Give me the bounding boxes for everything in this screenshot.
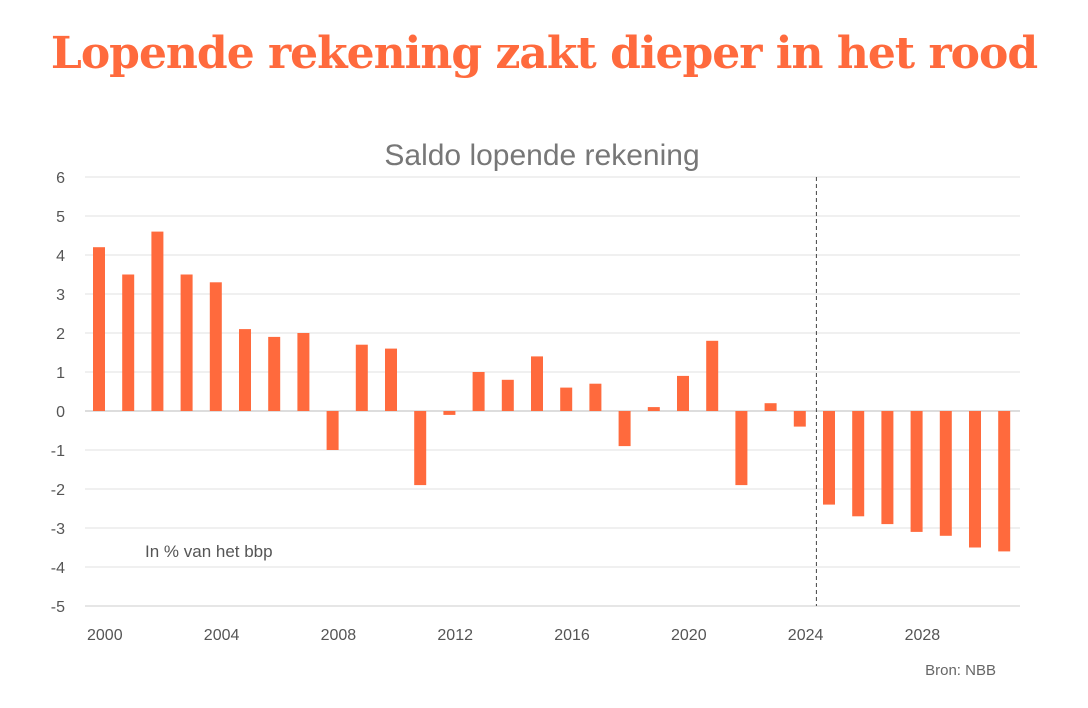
x-tick-label: 2008: [321, 627, 357, 644]
bar-2012: [443, 411, 456, 415]
y-axis: 6 5 4 3 2 1 0 -1 -2 -3 -4 -5: [51, 170, 65, 616]
x-axis: 2000 2004 2008 2012 2016 2020 2024 2028: [85, 177, 1020, 644]
bar-2023: [764, 403, 777, 411]
x-tick-label: 2020: [671, 627, 707, 644]
bar-2010: [385, 348, 397, 411]
bar-2016: [560, 387, 573, 411]
y-tick-label: 5: [56, 209, 65, 226]
y-tick-label: -1: [51, 443, 65, 460]
bar-2000: [93, 247, 105, 411]
bar-2027: [881, 411, 894, 525]
bar-2005: [239, 329, 251, 411]
x-tick-label: 2024: [788, 627, 824, 644]
bar-2021: [706, 340, 719, 411]
gridlines: [85, 176, 1020, 607]
bar-2019: [647, 407, 660, 411]
x-tick-label: 2016: [554, 627, 590, 644]
y-tick-label: 2: [56, 326, 65, 343]
bar-2011: [414, 411, 427, 486]
bar-2003: [180, 274, 193, 411]
y-tick-label: 4: [56, 248, 65, 265]
x-tick-label: 2000: [87, 627, 123, 644]
x-tick-label: 2012: [437, 627, 473, 644]
y-tick-label: 6: [56, 170, 65, 187]
bar-2008: [326, 411, 339, 450]
bar-2013: [472, 372, 485, 411]
y-tick-label: 3: [56, 287, 65, 304]
headline: Lopende rekening zakt dieper in het rood: [50, 28, 1038, 79]
bar-2006: [268, 336, 281, 411]
bar-2029: [939, 411, 952, 536]
chart-title: Saldo lopende rekening: [384, 139, 699, 172]
bar-2018: [618, 411, 631, 447]
bar-2031: [998, 411, 1011, 552]
bar-2009: [355, 344, 368, 411]
y-tick-label: -4: [51, 560, 65, 577]
x-tick-label: 2004: [204, 627, 240, 644]
bar-2020: [677, 375, 689, 411]
bar-2001: [122, 274, 135, 411]
y-tick-label: 1: [56, 365, 65, 382]
x-tick-label: 2028: [905, 627, 941, 644]
bar-2025: [823, 411, 835, 505]
bar-2026: [852, 411, 865, 517]
y-tick-label: -3: [51, 521, 65, 538]
bar-2007: [297, 333, 310, 411]
y-tick-label: 0: [56, 404, 65, 421]
bar-2004: [209, 282, 222, 411]
source-note: Bron: NBB: [925, 662, 996, 679]
bars: [93, 231, 1011, 552]
y-tick-label: -2: [51, 482, 65, 499]
bar-2002: [151, 231, 164, 411]
y-tick-label: -5: [51, 599, 65, 616]
bar-2024: [793, 411, 806, 427]
unit-annotation: In % van het bbp: [145, 542, 273, 561]
bar-2014: [501, 379, 514, 411]
bar-2017: [589, 383, 602, 411]
bar-2030: [969, 411, 981, 548]
bar-2015: [531, 356, 543, 411]
bar-2022: [735, 411, 748, 486]
bar-2028: [910, 411, 923, 532]
